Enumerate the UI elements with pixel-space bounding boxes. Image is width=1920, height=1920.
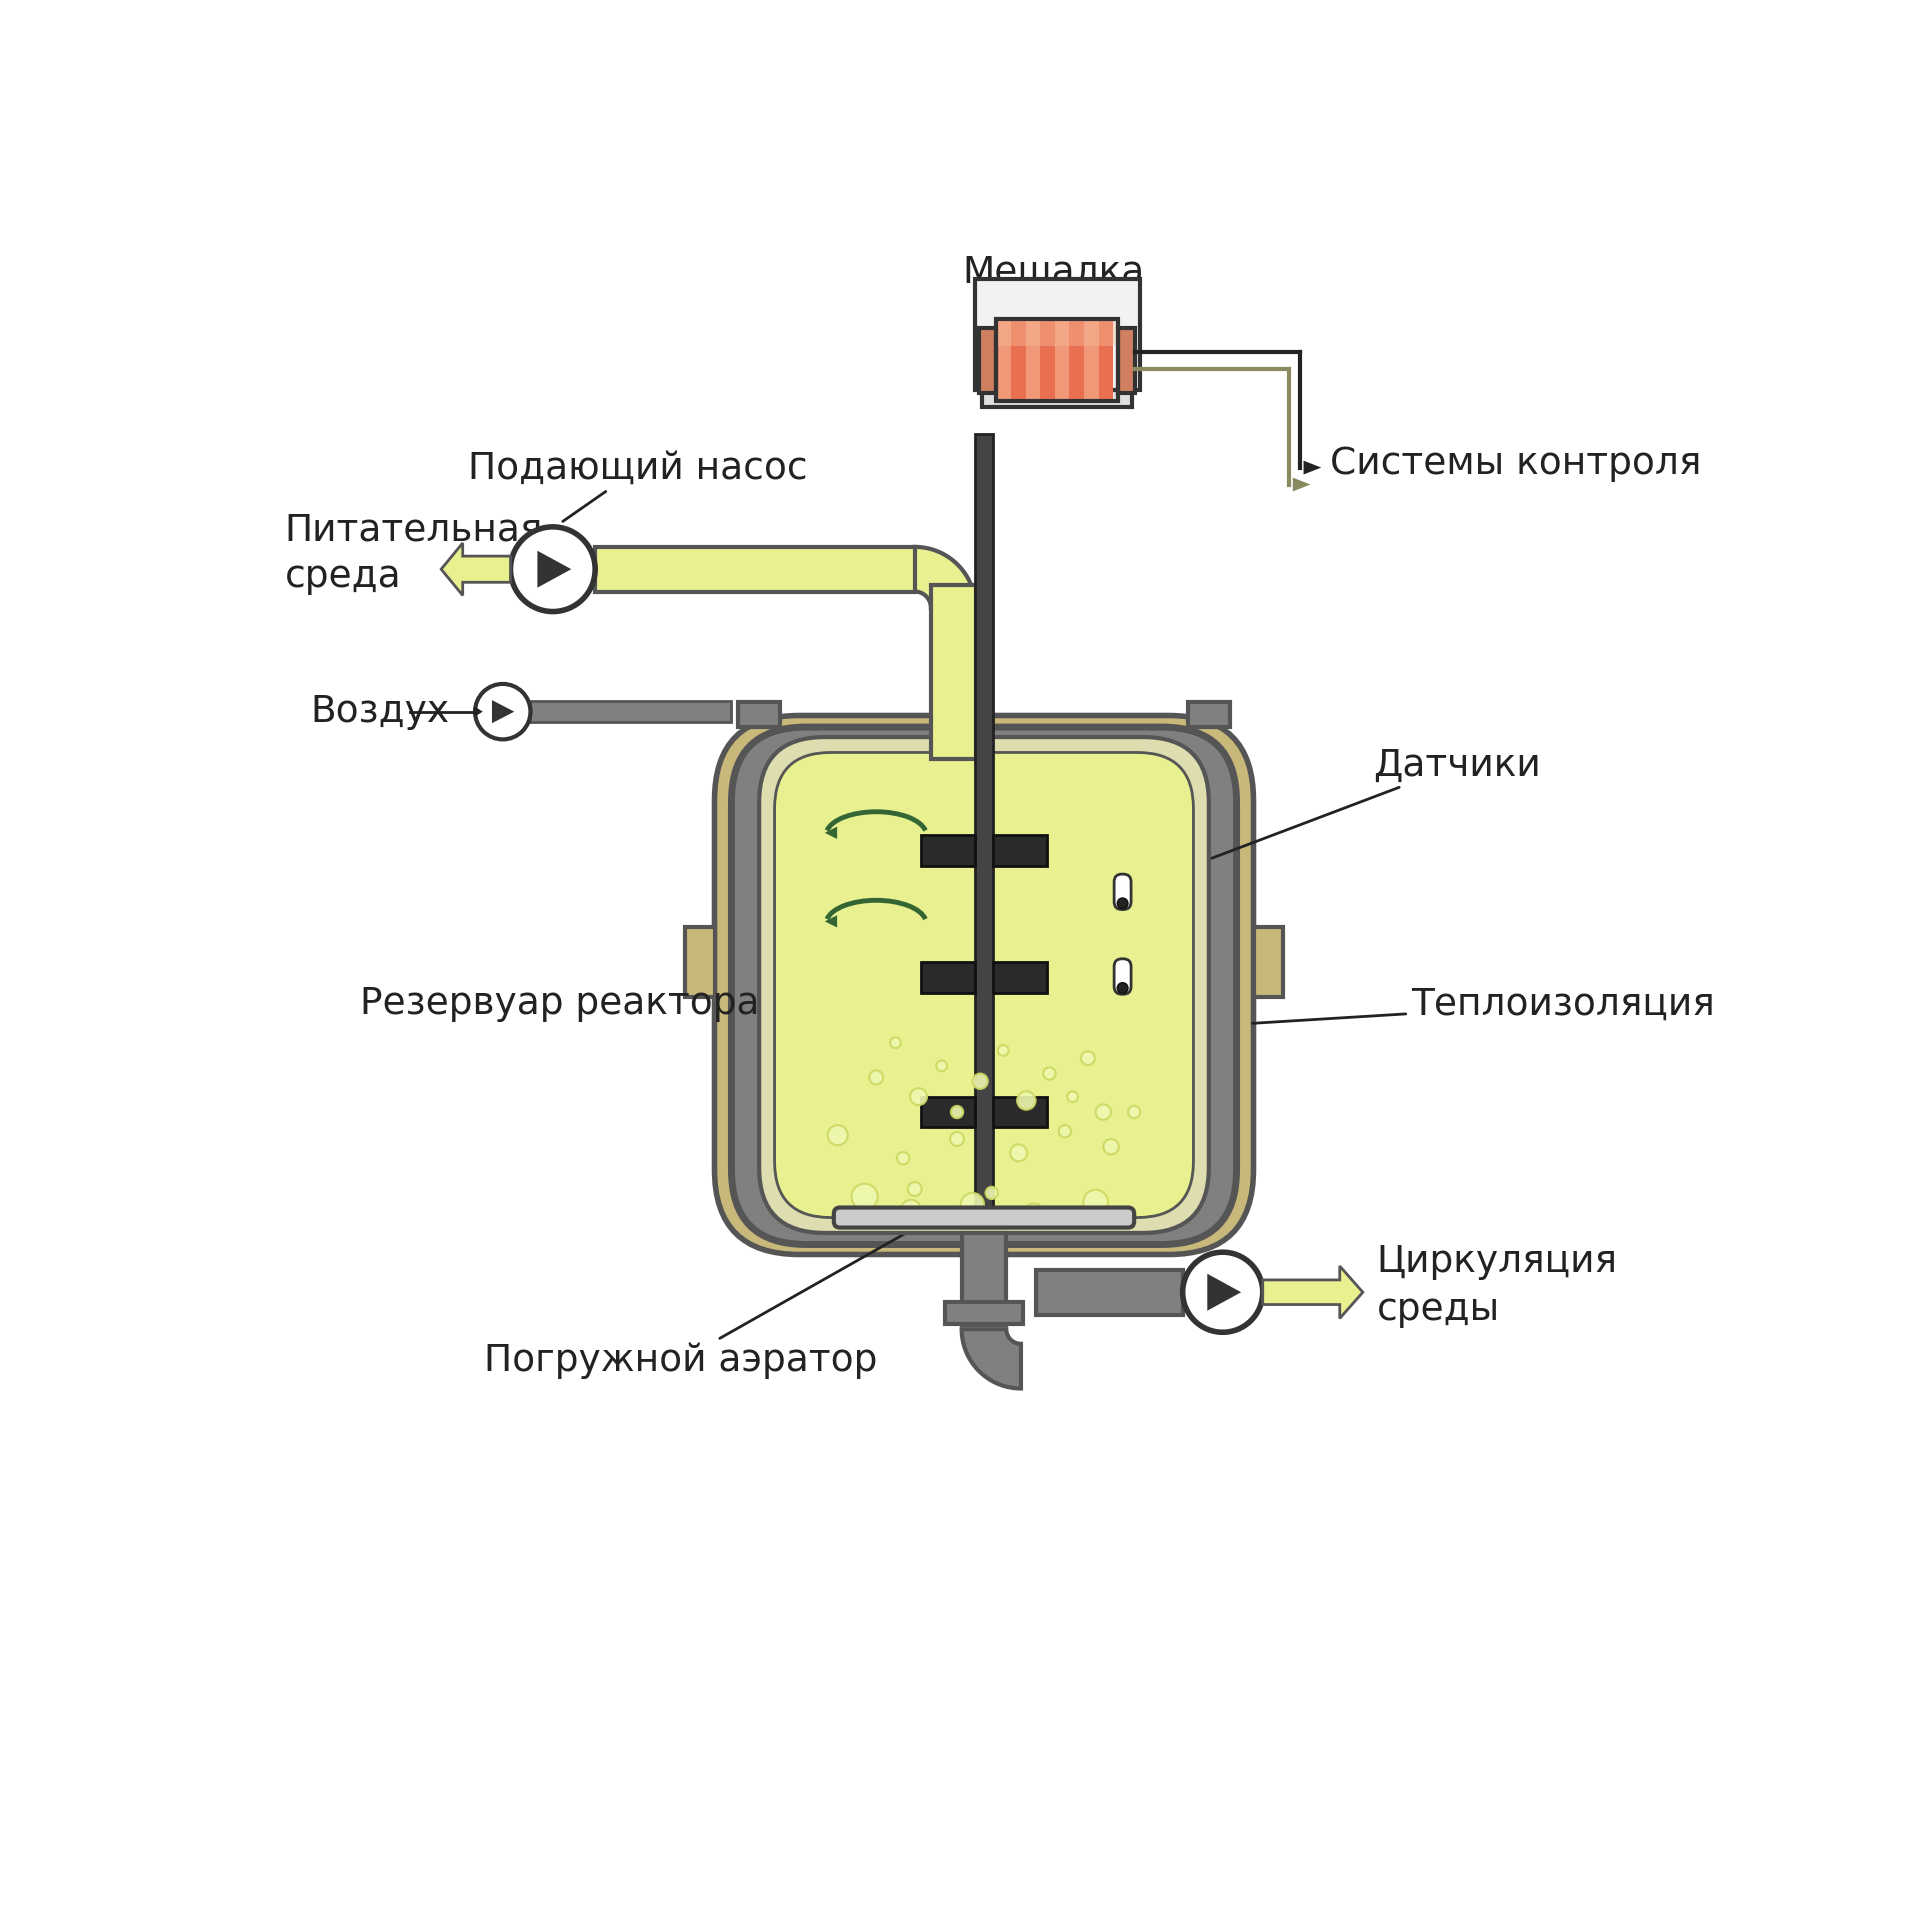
Circle shape: [960, 1192, 983, 1215]
Circle shape: [937, 1060, 947, 1071]
Text: Датчики: Датчики: [1133, 747, 1540, 887]
Text: Теплоизоляция: Теплоизоляция: [1252, 987, 1715, 1023]
Bar: [1012, 319, 1025, 401]
Bar: [1188, 703, 1231, 728]
Polygon shape: [538, 551, 572, 588]
Polygon shape: [826, 828, 837, 839]
Circle shape: [1083, 1190, 1108, 1215]
Circle shape: [1018, 1091, 1035, 1110]
Circle shape: [985, 1187, 998, 1200]
Bar: [595, 547, 914, 591]
Text: Воздух: Воздух: [311, 693, 449, 730]
Polygon shape: [492, 701, 515, 724]
Circle shape: [1096, 1104, 1112, 1119]
Text: Подающий насос: Подающий насос: [468, 451, 808, 522]
Bar: [975, 434, 993, 1219]
Bar: [931, 586, 975, 760]
Polygon shape: [1208, 1273, 1240, 1311]
Bar: [1117, 328, 1135, 394]
Bar: [1069, 319, 1085, 401]
Bar: [979, 328, 996, 394]
Circle shape: [1023, 1204, 1044, 1225]
Bar: [1025, 319, 1041, 401]
Polygon shape: [1292, 478, 1311, 492]
Text: Мешалка: Мешалка: [962, 255, 1144, 309]
Text: Резервуар реактора: Резервуар реактора: [361, 987, 766, 1023]
Circle shape: [511, 526, 595, 612]
Circle shape: [1117, 899, 1127, 908]
Polygon shape: [442, 543, 511, 595]
Circle shape: [998, 1044, 1008, 1056]
Text: Циркуляция
среды: Циркуляция среды: [1377, 1244, 1619, 1327]
Text: Питательная
среда: Питательная среда: [284, 513, 543, 595]
Bar: [996, 319, 1012, 401]
Bar: [922, 1096, 975, 1127]
Polygon shape: [474, 707, 482, 716]
Text: Системы контроля: Системы контроля: [1331, 445, 1701, 482]
Circle shape: [1183, 1252, 1263, 1332]
Circle shape: [950, 1106, 964, 1117]
Bar: [993, 835, 1046, 866]
FancyBboxPatch shape: [714, 716, 1254, 1254]
FancyBboxPatch shape: [774, 753, 1194, 1217]
Bar: [530, 701, 732, 722]
Polygon shape: [1304, 461, 1321, 474]
Circle shape: [1127, 1106, 1140, 1117]
Circle shape: [1081, 1052, 1094, 1066]
Bar: [1098, 319, 1114, 401]
Polygon shape: [826, 916, 837, 927]
Bar: [685, 927, 714, 996]
Bar: [996, 319, 1117, 401]
Bar: [983, 390, 1131, 407]
Bar: [922, 835, 975, 866]
Bar: [962, 1233, 1006, 1325]
FancyBboxPatch shape: [1114, 958, 1131, 995]
Circle shape: [910, 1089, 927, 1106]
Circle shape: [870, 1071, 883, 1085]
Bar: [945, 1302, 1023, 1323]
Bar: [1041, 319, 1054, 401]
Circle shape: [908, 1183, 922, 1196]
Bar: [737, 703, 780, 728]
Circle shape: [1058, 1125, 1071, 1137]
Circle shape: [828, 1125, 849, 1144]
FancyBboxPatch shape: [1114, 874, 1131, 910]
Circle shape: [852, 1183, 877, 1210]
FancyBboxPatch shape: [833, 1208, 1135, 1227]
Polygon shape: [1263, 1265, 1363, 1319]
Circle shape: [972, 1073, 989, 1089]
Bar: [993, 1096, 1046, 1127]
Bar: [1035, 1269, 1183, 1315]
Polygon shape: [914, 547, 975, 609]
Bar: [996, 319, 1117, 346]
Circle shape: [1010, 1144, 1027, 1162]
Bar: [975, 278, 1140, 390]
Circle shape: [1104, 1139, 1119, 1154]
Circle shape: [900, 1200, 922, 1219]
Bar: [922, 962, 975, 993]
Bar: [1054, 319, 1069, 401]
Circle shape: [474, 684, 530, 739]
Circle shape: [1068, 1091, 1077, 1102]
Bar: [1254, 927, 1283, 996]
Polygon shape: [962, 1329, 1021, 1388]
Circle shape: [1117, 983, 1127, 993]
Circle shape: [950, 1133, 964, 1146]
FancyBboxPatch shape: [758, 737, 1210, 1233]
Circle shape: [891, 1037, 900, 1048]
Bar: [993, 962, 1046, 993]
Circle shape: [897, 1152, 910, 1164]
Bar: [1085, 319, 1098, 401]
Circle shape: [1043, 1068, 1056, 1079]
FancyBboxPatch shape: [732, 728, 1236, 1244]
Text: Погружной аэратор: Погружной аэратор: [484, 1225, 920, 1379]
